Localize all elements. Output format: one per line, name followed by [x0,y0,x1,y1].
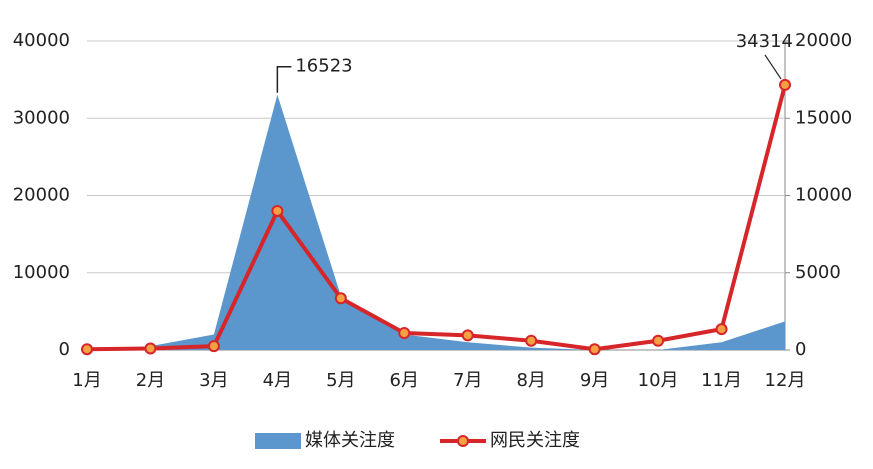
marker [461,329,474,342]
x-tick-label: 4月 [263,370,292,391]
x-tick-label: 12月 [765,370,806,391]
y2-tick-label: 0 [795,339,806,360]
marker [715,323,728,336]
y2-tick-label: 20000 [795,30,852,51]
x-tick-label: 8月 [516,370,545,391]
x-tick-label: 10月 [638,370,679,391]
marker [525,334,538,347]
label-leader [276,65,292,93]
marker [398,327,411,340]
area [87,94,785,350]
y-tick-label: 40000 [13,30,70,51]
x-tick-label: 6月 [390,370,419,391]
x-tick-label: 9月 [580,370,609,391]
marker [271,204,284,217]
x-tick-label: 3月 [199,370,228,391]
marker [81,343,93,356]
x-tick-label: 5月 [326,370,355,391]
x-tick-label: 1月 [72,370,101,391]
label-leader [764,54,782,80]
y-tick-label: 30000 [13,107,70,128]
x-tick-label: 7月 [453,370,482,391]
marker [144,342,157,355]
y2-tick-label: 5000 [795,262,841,283]
legend-marker [457,435,469,447]
x-tick-label: 2月 [136,370,165,391]
legend-swatch [255,433,301,449]
marker [588,343,601,356]
marker [779,78,791,91]
line [86,84,787,352]
data-label: 16523 [295,56,352,77]
y2-tick-label: 15000 [795,107,852,128]
y-tick-label: 10000 [13,262,70,283]
legend-label: 网民关注度 [490,430,580,451]
marker [207,340,220,353]
y2-tick-label: 10000 [795,185,852,206]
marker [652,334,665,347]
x-tick-label: 11月 [701,370,742,391]
y-tick-label: 20000 [13,185,70,206]
marker [334,292,347,305]
legend-label: 媒体关注度 [305,430,395,451]
data-label: 34314 [736,31,793,52]
y-tick-label: 0 [59,339,70,360]
